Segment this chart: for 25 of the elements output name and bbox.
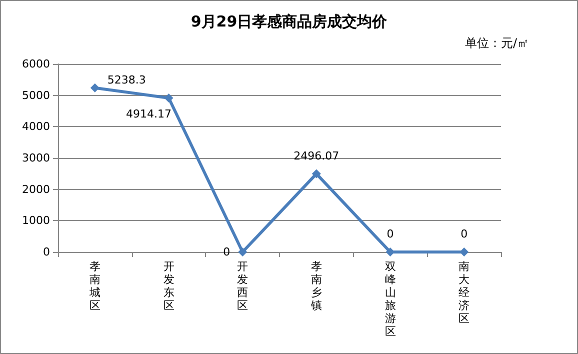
point (238, 248, 248, 256)
point (164, 94, 174, 103)
x-tick-label: 南大经济区 (458, 260, 470, 325)
data-label: 0 (386, 228, 394, 240)
point (312, 169, 321, 178)
chart-title: 9月29日孝感商品房成交均价 (190, 12, 388, 30)
y-tick-label: 4000 (22, 120, 50, 134)
data-label: 2496.07 (294, 149, 340, 162)
data-label: 0 (460, 228, 468, 240)
y-tick-label: 3000 (22, 152, 50, 164)
y-tick-label: 5000 (22, 88, 50, 102)
y-tick-label: 1000 (22, 214, 50, 228)
y-tick-label: 2000 (22, 182, 50, 196)
x-tick-label: 开发西区 (237, 260, 248, 312)
text: 单位：元/㎡ (464, 36, 530, 50)
x-tick-label: 双峰山旅游区 (384, 260, 396, 338)
x-tick-label: 开发东区 (163, 260, 174, 312)
data-label: 5238.3 (107, 73, 146, 86)
data-label: 4914.17 (126, 108, 172, 121)
y-tick-label: 6000 (22, 58, 50, 70)
y-tick-label: 0 (43, 246, 50, 258)
point (90, 83, 100, 92)
x-tick-label: 孝南乡镇 (310, 260, 322, 312)
x-tick-label: 孝南城区 (88, 260, 100, 312)
data-label: 0 (223, 246, 230, 258)
